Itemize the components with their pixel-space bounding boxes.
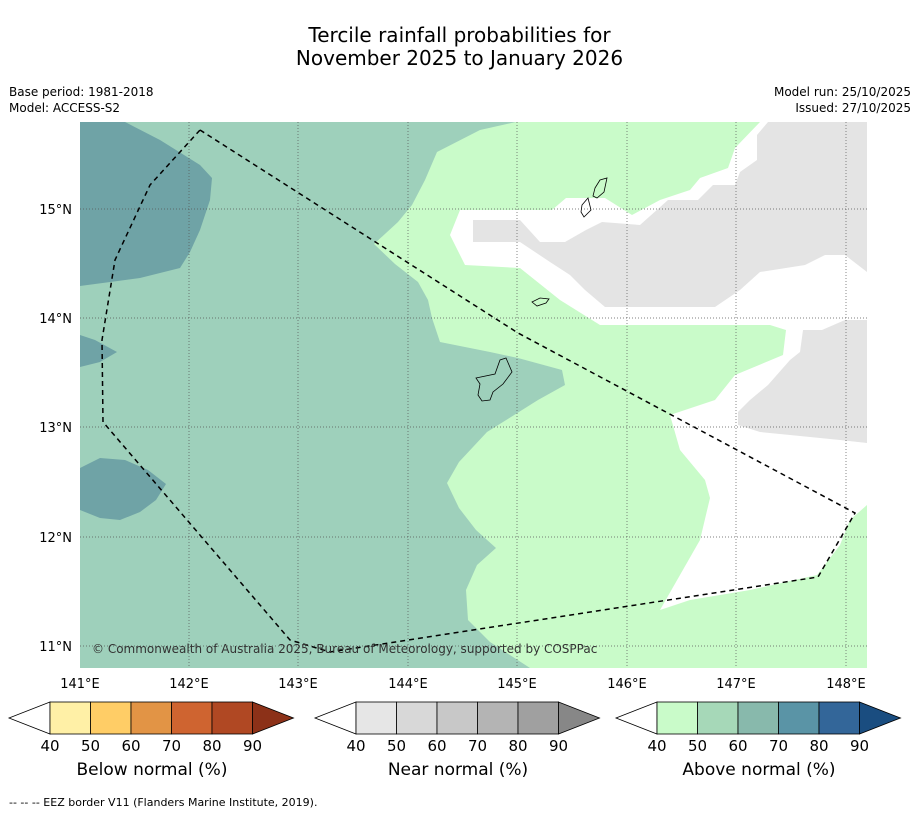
colorbar-swatch — [656, 701, 698, 735]
colorbar-min-extend — [313, 701, 357, 735]
colorbar-swatch — [477, 701, 519, 735]
colorbar-tick: 80 — [202, 737, 221, 755]
lon-label: 146°E — [607, 677, 647, 692]
near-40-region-north — [473, 122, 867, 307]
colorbar-max-extend — [252, 701, 295, 735]
lat-label: 15°N — [39, 203, 72, 218]
colorbar-tick: 60 — [427, 737, 446, 755]
eez-border — [101, 129, 857, 653]
lat-label: 11°N — [39, 640, 72, 655]
footer-note: -- -- -- EEZ border V11 (Flanders Marine… — [9, 796, 318, 809]
lon-label: 145°E — [497, 677, 537, 692]
colorbar-tick: 50 — [387, 737, 406, 755]
colorbar-swatch — [171, 701, 213, 735]
colorbar-swatch — [517, 701, 559, 735]
lon-label: 148°E — [826, 677, 866, 692]
colorbar-swatch — [90, 701, 132, 735]
colorbar-tick: 70 — [769, 737, 788, 755]
colorbar-0: 40 50 60 70 80 90 — [7, 701, 295, 755]
title-line-1: Tercile rainfall probabilities for — [308, 23, 611, 47]
colorbar-tick: 90 — [850, 737, 869, 755]
colorbar-2: 40 50 60 70 80 90 — [614, 701, 902, 755]
colorbar-tick: 60 — [121, 737, 140, 755]
copyright-text: © Commonwealth of Australia 2025, Bureau… — [92, 642, 597, 656]
meta-right: Model run: 25/10/2025 Issued: 27/10/2025 — [774, 84, 911, 116]
colorbar-near-title: Near normal (%) — [387, 760, 529, 780]
above-70-region-nw — [80, 122, 212, 286]
rota-island — [531, 297, 550, 307]
base-period: Base period: 1981-2018 — [9, 85, 154, 99]
colorbar-min-extend — [614, 701, 658, 735]
map-area — [80, 122, 867, 668]
lon-label: 142°E — [169, 677, 209, 692]
above-70-region-sw — [80, 458, 166, 520]
colorbar-above-title: Above normal (%) — [682, 760, 836, 780]
guam-island — [475, 357, 513, 402]
colorbar-swatch — [130, 701, 172, 735]
lat-label: 12°N — [39, 531, 72, 546]
model-name: Model: ACCESS-S2 — [9, 101, 121, 115]
colorbar-below-title: Below normal (%) — [76, 760, 228, 780]
colorbar-swatch — [778, 701, 820, 735]
colorbar-tick: 70 — [162, 737, 181, 755]
colorbars: 40 50 60 70 80 90 40 50 60 70 80 90 40 50 60 70 80 90 — [7, 701, 902, 755]
colorbar-tick: 90 — [549, 737, 568, 755]
lon-label: 147°E — [716, 677, 756, 692]
colorbar-tick: 50 — [81, 737, 100, 755]
meta-left: Base period: 1981-2018 Model: ACCESS-S2 — [9, 84, 154, 116]
model-run: Model run: 25/10/2025 — [773, 85, 911, 99]
longitude-labels: 141°E 142°E 143°E 144°E 145°E 146°E 147°E 148°E — [60, 677, 866, 692]
colorbar-tick: 60 — [728, 737, 747, 755]
latitude-labels: 15°N 14°N 13°N 12°N 11°N — [39, 203, 72, 655]
colorbar-swatch — [818, 701, 860, 735]
lon-label: 141°E — [60, 677, 100, 692]
lat-label: 13°N — [39, 421, 72, 436]
colorbar-tick: 90 — [243, 737, 262, 755]
lon-label: 144°E — [388, 677, 428, 692]
colorbar-tick: 40 — [647, 737, 666, 755]
colorbar-min-extend — [7, 701, 51, 735]
colorbar-swatch — [355, 701, 397, 735]
title-line-2: November 2025 to January 2026 — [295, 46, 624, 70]
colorbar-swatch — [49, 701, 91, 735]
colorbar-max-extend — [859, 701, 902, 735]
colorbar-tick: 40 — [40, 737, 59, 755]
lat-label: 14°N — [39, 312, 72, 327]
above-70-region-w — [80, 335, 117, 367]
colorbar-swatch — [436, 701, 478, 735]
lon-label: 143°E — [278, 677, 318, 692]
colorbar-tick: 70 — [468, 737, 487, 755]
colorbar-tick: 50 — [688, 737, 707, 755]
issued-date: Issued: 27/10/2025 — [795, 101, 911, 115]
colorbar-max-extend — [558, 701, 601, 735]
colorbar-swatch — [697, 701, 739, 735]
gridlines — [80, 122, 867, 668]
colorbar-tick: 40 — [346, 737, 365, 755]
colorbar-tick: 80 — [809, 737, 828, 755]
tinian-island — [580, 197, 592, 218]
saipan-island — [592, 177, 608, 199]
colorbar-1: 40 50 60 70 80 90 — [313, 701, 601, 755]
colorbar-swatch — [737, 701, 779, 735]
near-40-region-east — [738, 320, 867, 443]
colorbar-swatch — [211, 701, 253, 735]
colorbar-tick: 80 — [508, 737, 527, 755]
colorbar-swatch — [396, 701, 438, 735]
